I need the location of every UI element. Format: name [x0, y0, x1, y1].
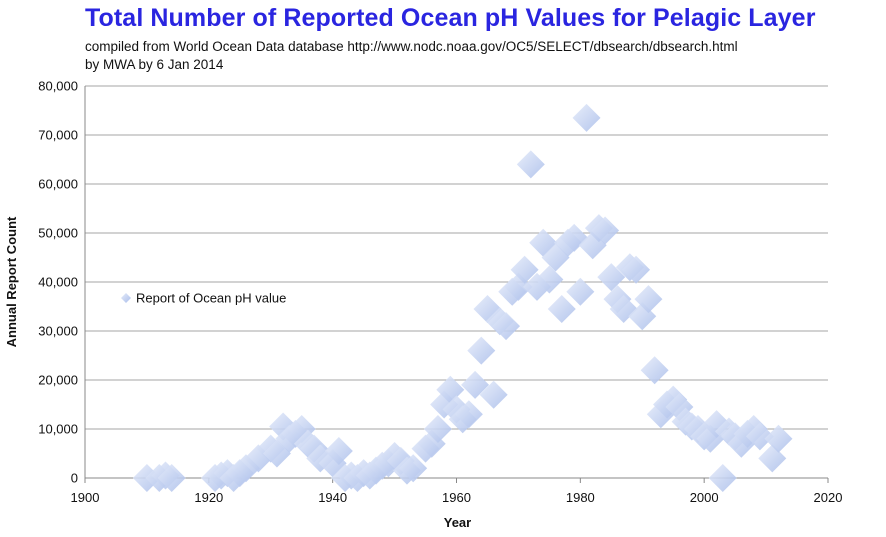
data-point — [566, 277, 595, 306]
y-tick-label: 20,000 — [38, 373, 78, 388]
x-tick-label: 1900 — [71, 490, 100, 505]
chart-subtitle-source: compiled from World Ocean Data database … — [85, 39, 738, 54]
data-point — [572, 103, 601, 132]
x-tick-label: 2020 — [814, 490, 843, 505]
data-point — [399, 454, 428, 483]
data-point — [634, 285, 663, 314]
data-point — [467, 336, 496, 365]
x-axis-title: Year — [444, 515, 471, 530]
x-tick-label: 1980 — [566, 490, 595, 505]
y-tick-label: 80,000 — [38, 79, 78, 94]
y-tick-label: 70,000 — [38, 128, 78, 143]
legend-marker-icon — [121, 293, 131, 303]
data-point — [479, 380, 508, 409]
data-point — [535, 265, 564, 294]
legend-label: Report of Ocean pH value — [136, 291, 286, 306]
x-tick-label: 1940 — [318, 490, 347, 505]
data-point — [622, 255, 651, 284]
y-tick-label: 60,000 — [38, 177, 78, 192]
x-tick-label: 2000 — [690, 490, 719, 505]
data-point — [423, 415, 452, 443]
data-point — [597, 263, 626, 292]
legend: Report of Ocean pH value — [121, 291, 286, 306]
data-point — [492, 312, 521, 341]
data-point — [764, 424, 793, 453]
y-tick-label: 30,000 — [38, 324, 78, 339]
data-point — [547, 294, 576, 323]
data-point — [461, 370, 490, 399]
y-tick-label: 40,000 — [38, 275, 78, 290]
data-points — [132, 103, 793, 492]
chart-subtitle-author: by MWA by 6 Jan 2014 — [85, 57, 224, 72]
data-point — [640, 356, 669, 385]
x-tick-label: 1920 — [194, 490, 223, 505]
data-point — [157, 464, 186, 492]
data-point — [324, 437, 353, 466]
data-point — [510, 255, 539, 284]
data-point — [745, 422, 774, 451]
y-tick-label: 0 — [71, 471, 78, 486]
data-point — [708, 464, 737, 492]
data-point — [454, 400, 483, 429]
y-tick-label: 10,000 — [38, 422, 78, 437]
chart-title: Total Number of Reported Ocean pH Values… — [85, 4, 816, 32]
data-point — [591, 216, 620, 245]
y-axis-title: Annual Report Count — [4, 216, 19, 347]
gridlines — [85, 85, 828, 430]
x-tick-label: 1960 — [442, 490, 471, 505]
y-tick-label: 50,000 — [38, 226, 78, 241]
data-point — [516, 150, 545, 179]
axes: 0 10,000 20,000 30,000 40,000 50,000 60,000 70,… — [38, 79, 842, 506]
